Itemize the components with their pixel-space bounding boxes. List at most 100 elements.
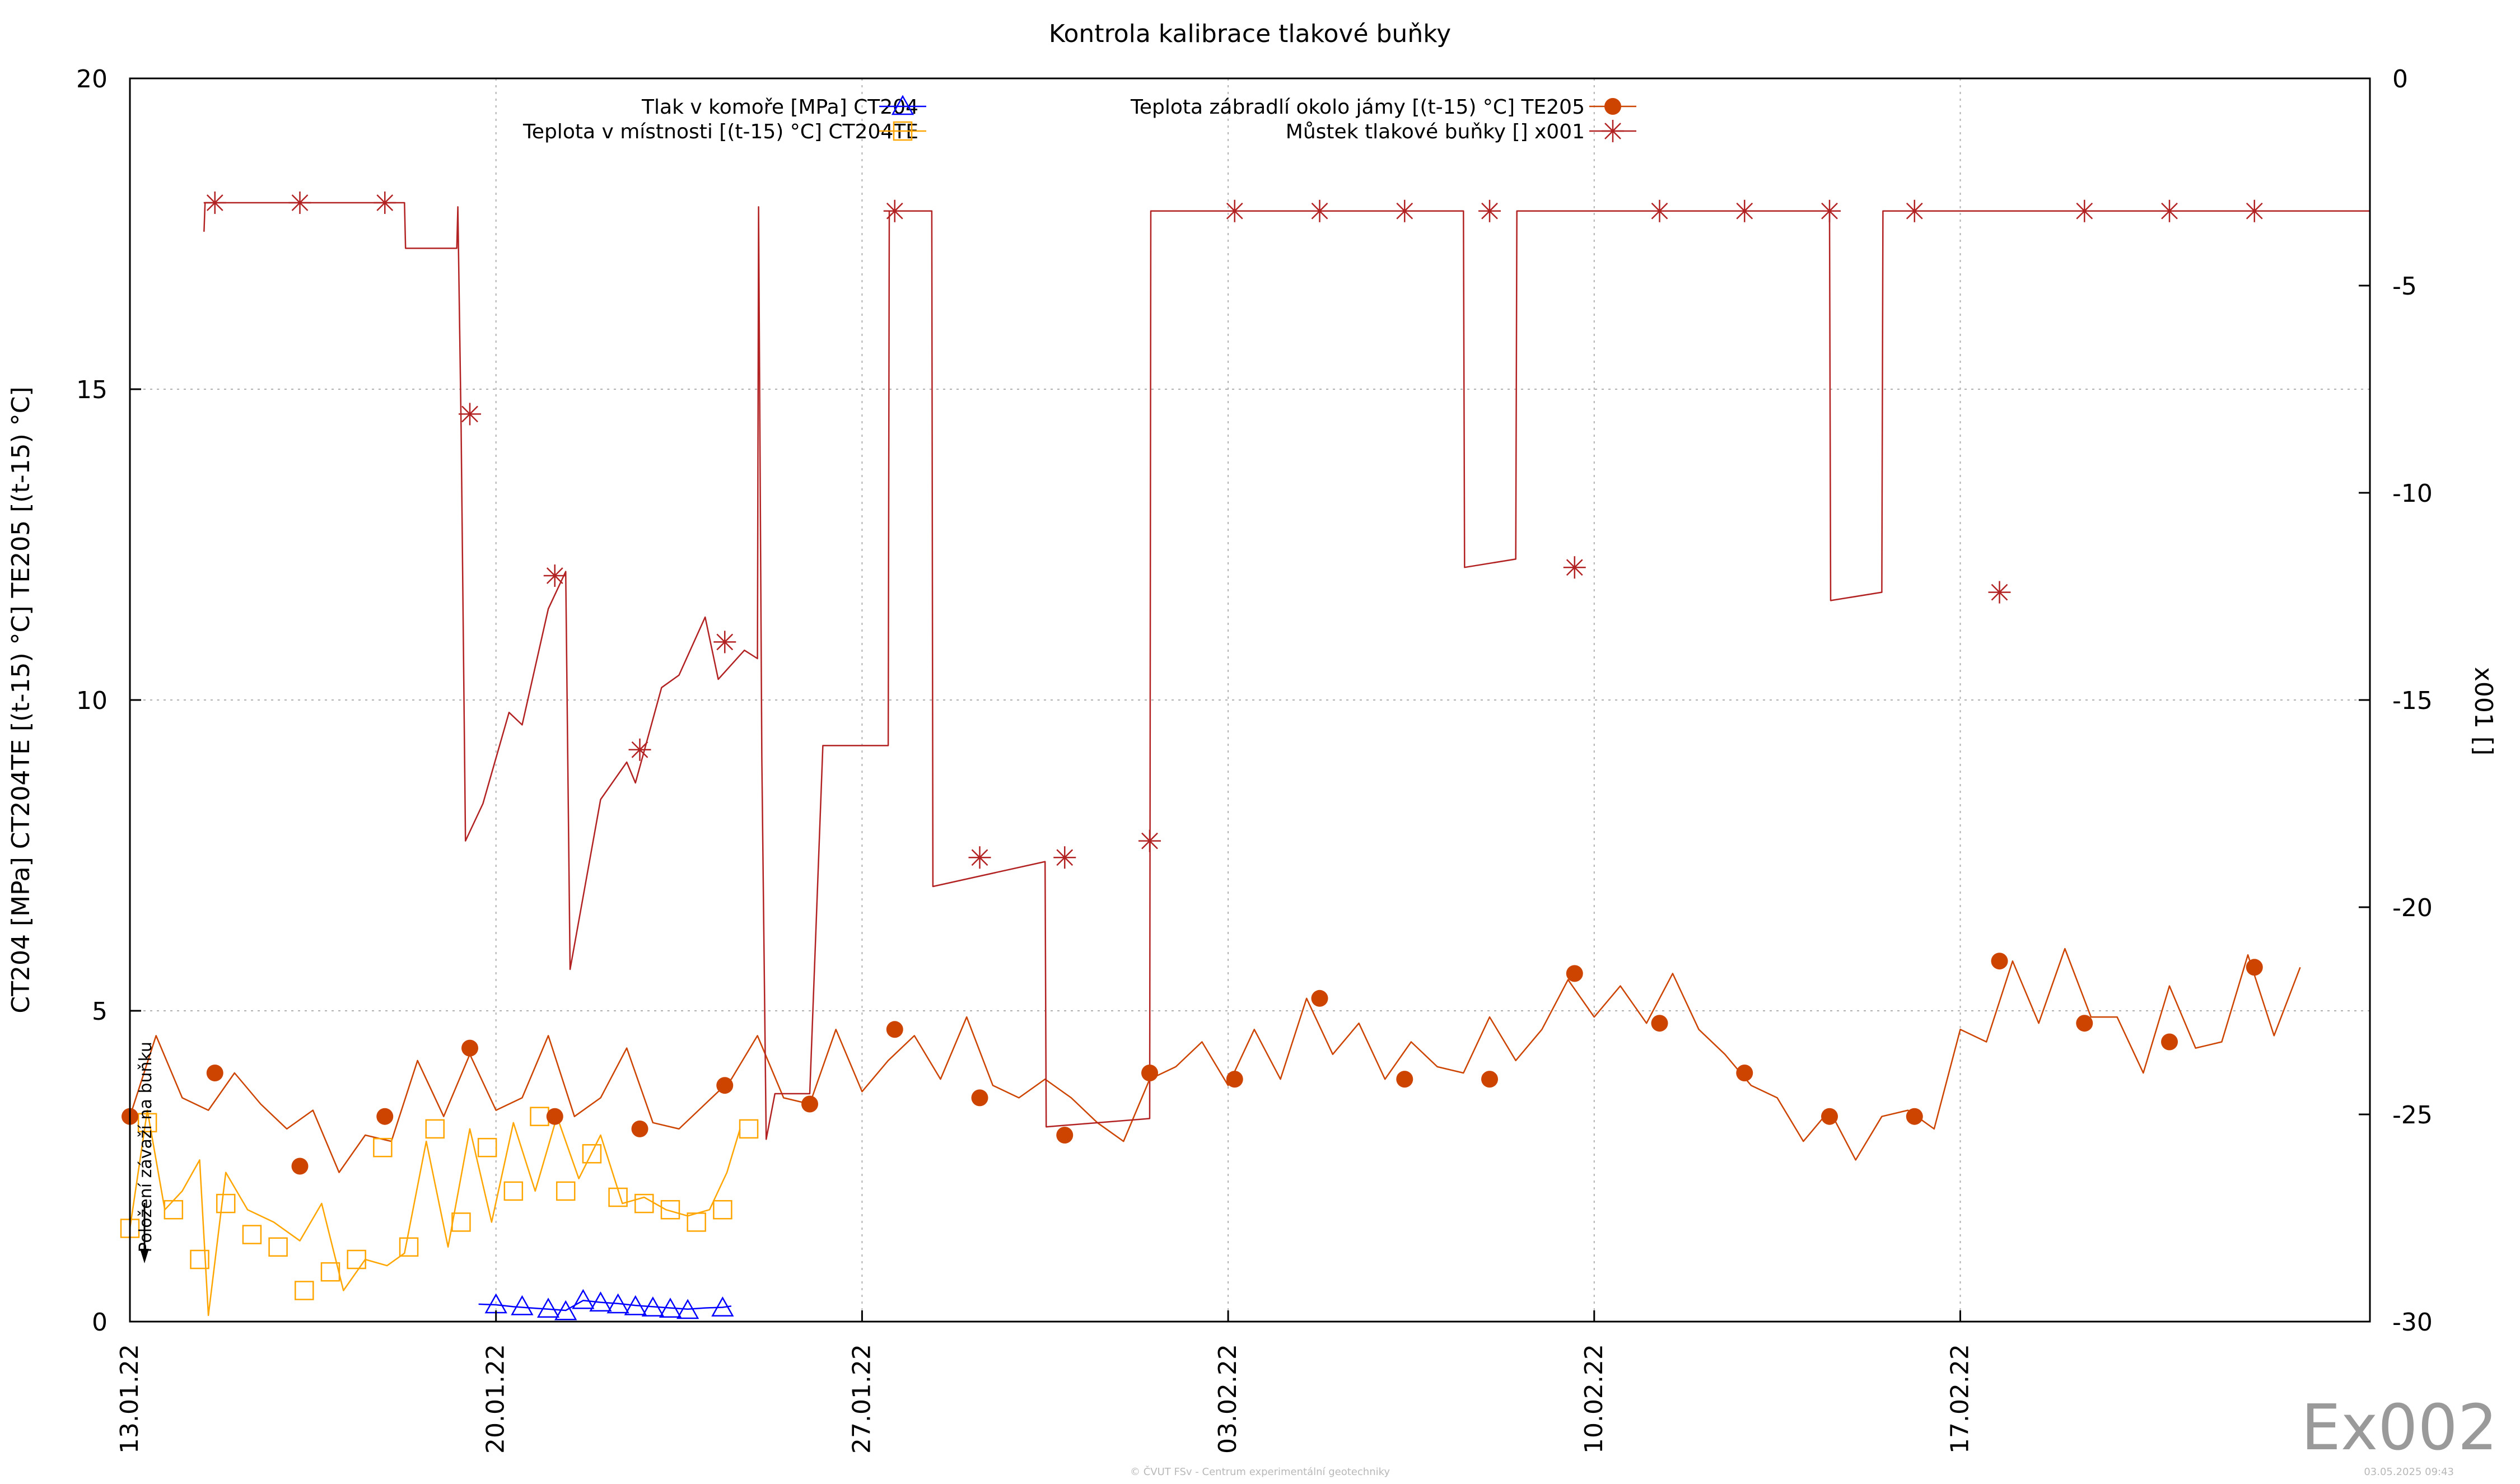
- series-marker-3: [801, 1095, 819, 1113]
- series-marker-3: [1481, 1071, 1499, 1088]
- series-marker-2: [399, 1237, 419, 1257]
- series-marker-2: [347, 1249, 366, 1270]
- series-marker-4: [968, 846, 991, 869]
- series-marker-4: [203, 192, 226, 214]
- series-marker-3: [716, 1077, 734, 1094]
- series-marker-2: [216, 1193, 236, 1214]
- y-left-tick-label: 5: [92, 997, 108, 1026]
- series-marker-1: [659, 1298, 682, 1318]
- series-marker-2: [608, 1187, 628, 1207]
- series-marker-2: [687, 1212, 706, 1232]
- footer-timestamp: 03.05.2025 09:43: [2364, 1466, 2454, 1478]
- series-marker-4: [1563, 556, 1586, 579]
- series-marker-2: [713, 1200, 732, 1220]
- series-line-3: [129, 948, 2301, 1173]
- footer-copyright: © ČVUT FSv - Centrum experimentální geot…: [1130, 1466, 1390, 1478]
- series-marker-1: [624, 1295, 647, 1315]
- series-marker-2: [242, 1225, 262, 1244]
- series-marker-1: [641, 1296, 664, 1317]
- series-marker-2: [634, 1193, 654, 1214]
- series-marker-3: [2076, 1015, 2093, 1032]
- series-marker-4: [1053, 846, 1076, 869]
- y-axis-left-label: CT204 [MPa] CT204TE [(t-15) °C] TE205 [(…: [7, 386, 35, 1013]
- series-marker-2: [530, 1107, 549, 1126]
- series-marker-2: [373, 1137, 393, 1158]
- legend-label-3: Teplota zábradlí okolo jámy [(t-15) °C] …: [1130, 96, 1585, 119]
- series-marker-3: [1226, 1071, 1243, 1088]
- series-marker-2: [320, 1262, 340, 1282]
- series-marker-3: [1056, 1127, 1074, 1144]
- x-tick-label: 17.02.22: [1945, 1344, 1974, 1454]
- series-marker-2: [503, 1181, 524, 1201]
- series-marker-3: [1736, 1065, 1753, 1081]
- series-marker-1: [589, 1291, 612, 1312]
- series-marker-3: [1821, 1108, 1838, 1125]
- series-marker-4: [2158, 199, 2181, 222]
- series-marker-3: [1566, 965, 1583, 982]
- series-marker-1: [676, 1299, 699, 1319]
- y-left-tick-label: 15: [76, 376, 108, 404]
- series-marker-3: [971, 1089, 988, 1107]
- series-marker-4: [459, 403, 482, 426]
- series-marker-3: [2161, 1033, 2178, 1051]
- series-marker-4: [1903, 199, 1926, 222]
- series-marker-3: [376, 1108, 394, 1125]
- x-tick-label: 13.01.22: [115, 1344, 144, 1454]
- series-marker-1: [711, 1296, 734, 1317]
- series-marker-3: [1906, 1108, 1923, 1125]
- series-marker-1: [606, 1293, 629, 1314]
- y-right-tick-label: -10: [2392, 479, 2433, 508]
- series-marker-4: [713, 631, 736, 654]
- series-marker-2: [295, 1281, 314, 1300]
- series-marker-3: [291, 1158, 309, 1175]
- y-right-tick-label: -5: [2392, 272, 2417, 301]
- series-marker-4: [1393, 199, 1416, 222]
- series-marker-2: [190, 1249, 209, 1270]
- series-marker-2: [477, 1137, 497, 1158]
- series-marker-4: [1648, 199, 1671, 222]
- series-marker-4: [543, 564, 566, 587]
- series-marker-2: [739, 1119, 759, 1139]
- series-marker-4: [288, 192, 311, 214]
- series-marker-4: [1308, 199, 1331, 222]
- annotation-arrowhead: [140, 1249, 149, 1263]
- series-marker-3: [886, 1021, 903, 1038]
- series-marker-4: [883, 199, 906, 222]
- series-marker-2: [268, 1237, 288, 1257]
- series-marker-4: [1733, 199, 1756, 222]
- legend-marker-3: [1604, 98, 1621, 115]
- annotation-weight-placement: Položení závaží na buňku: [136, 1042, 156, 1263]
- series-marker-1: [511, 1295, 534, 1315]
- x-tick-label: 03.02.22: [1214, 1344, 1242, 1454]
- series-marker-1: [536, 1298, 560, 1318]
- legend-marker-2: [893, 121, 913, 141]
- series-marker-4: [1818, 199, 1841, 222]
- y-left-tick-label: 10: [76, 687, 108, 715]
- y-right-tick-label: 0: [2392, 65, 2408, 94]
- series-marker-3: [461, 1039, 479, 1057]
- x-tick-label: 20.01.22: [482, 1344, 510, 1454]
- x-tick-label: 27.01.22: [847, 1344, 876, 1454]
- series-line-2: [129, 1109, 741, 1317]
- x-tick-label: 10.02.22: [1580, 1344, 1608, 1454]
- grid: [130, 78, 2370, 1322]
- series-marker-3: [1651, 1015, 1668, 1032]
- series-marker-4: [628, 738, 651, 761]
- series-marker-4: [374, 192, 396, 214]
- y-axis-right-label: x001 []: [2469, 667, 2498, 755]
- series-marker-3: [546, 1108, 563, 1125]
- series-marker-2: [451, 1212, 471, 1232]
- series-marker-2: [556, 1181, 576, 1201]
- y-right-tick-label: -20: [2392, 894, 2433, 922]
- y-right-tick-label: -25: [2392, 1101, 2433, 1130]
- series-marker-3: [1396, 1071, 1413, 1088]
- series-marker-3: [1141, 1065, 1159, 1081]
- series-marker-2: [660, 1200, 680, 1220]
- y-right-tick-label: -30: [2392, 1308, 2433, 1337]
- series-marker-4: [1138, 829, 1161, 852]
- series-marker-1: [572, 1289, 595, 1309]
- series-marker-4: [2243, 199, 2266, 222]
- series-layer: [129, 202, 2370, 1317]
